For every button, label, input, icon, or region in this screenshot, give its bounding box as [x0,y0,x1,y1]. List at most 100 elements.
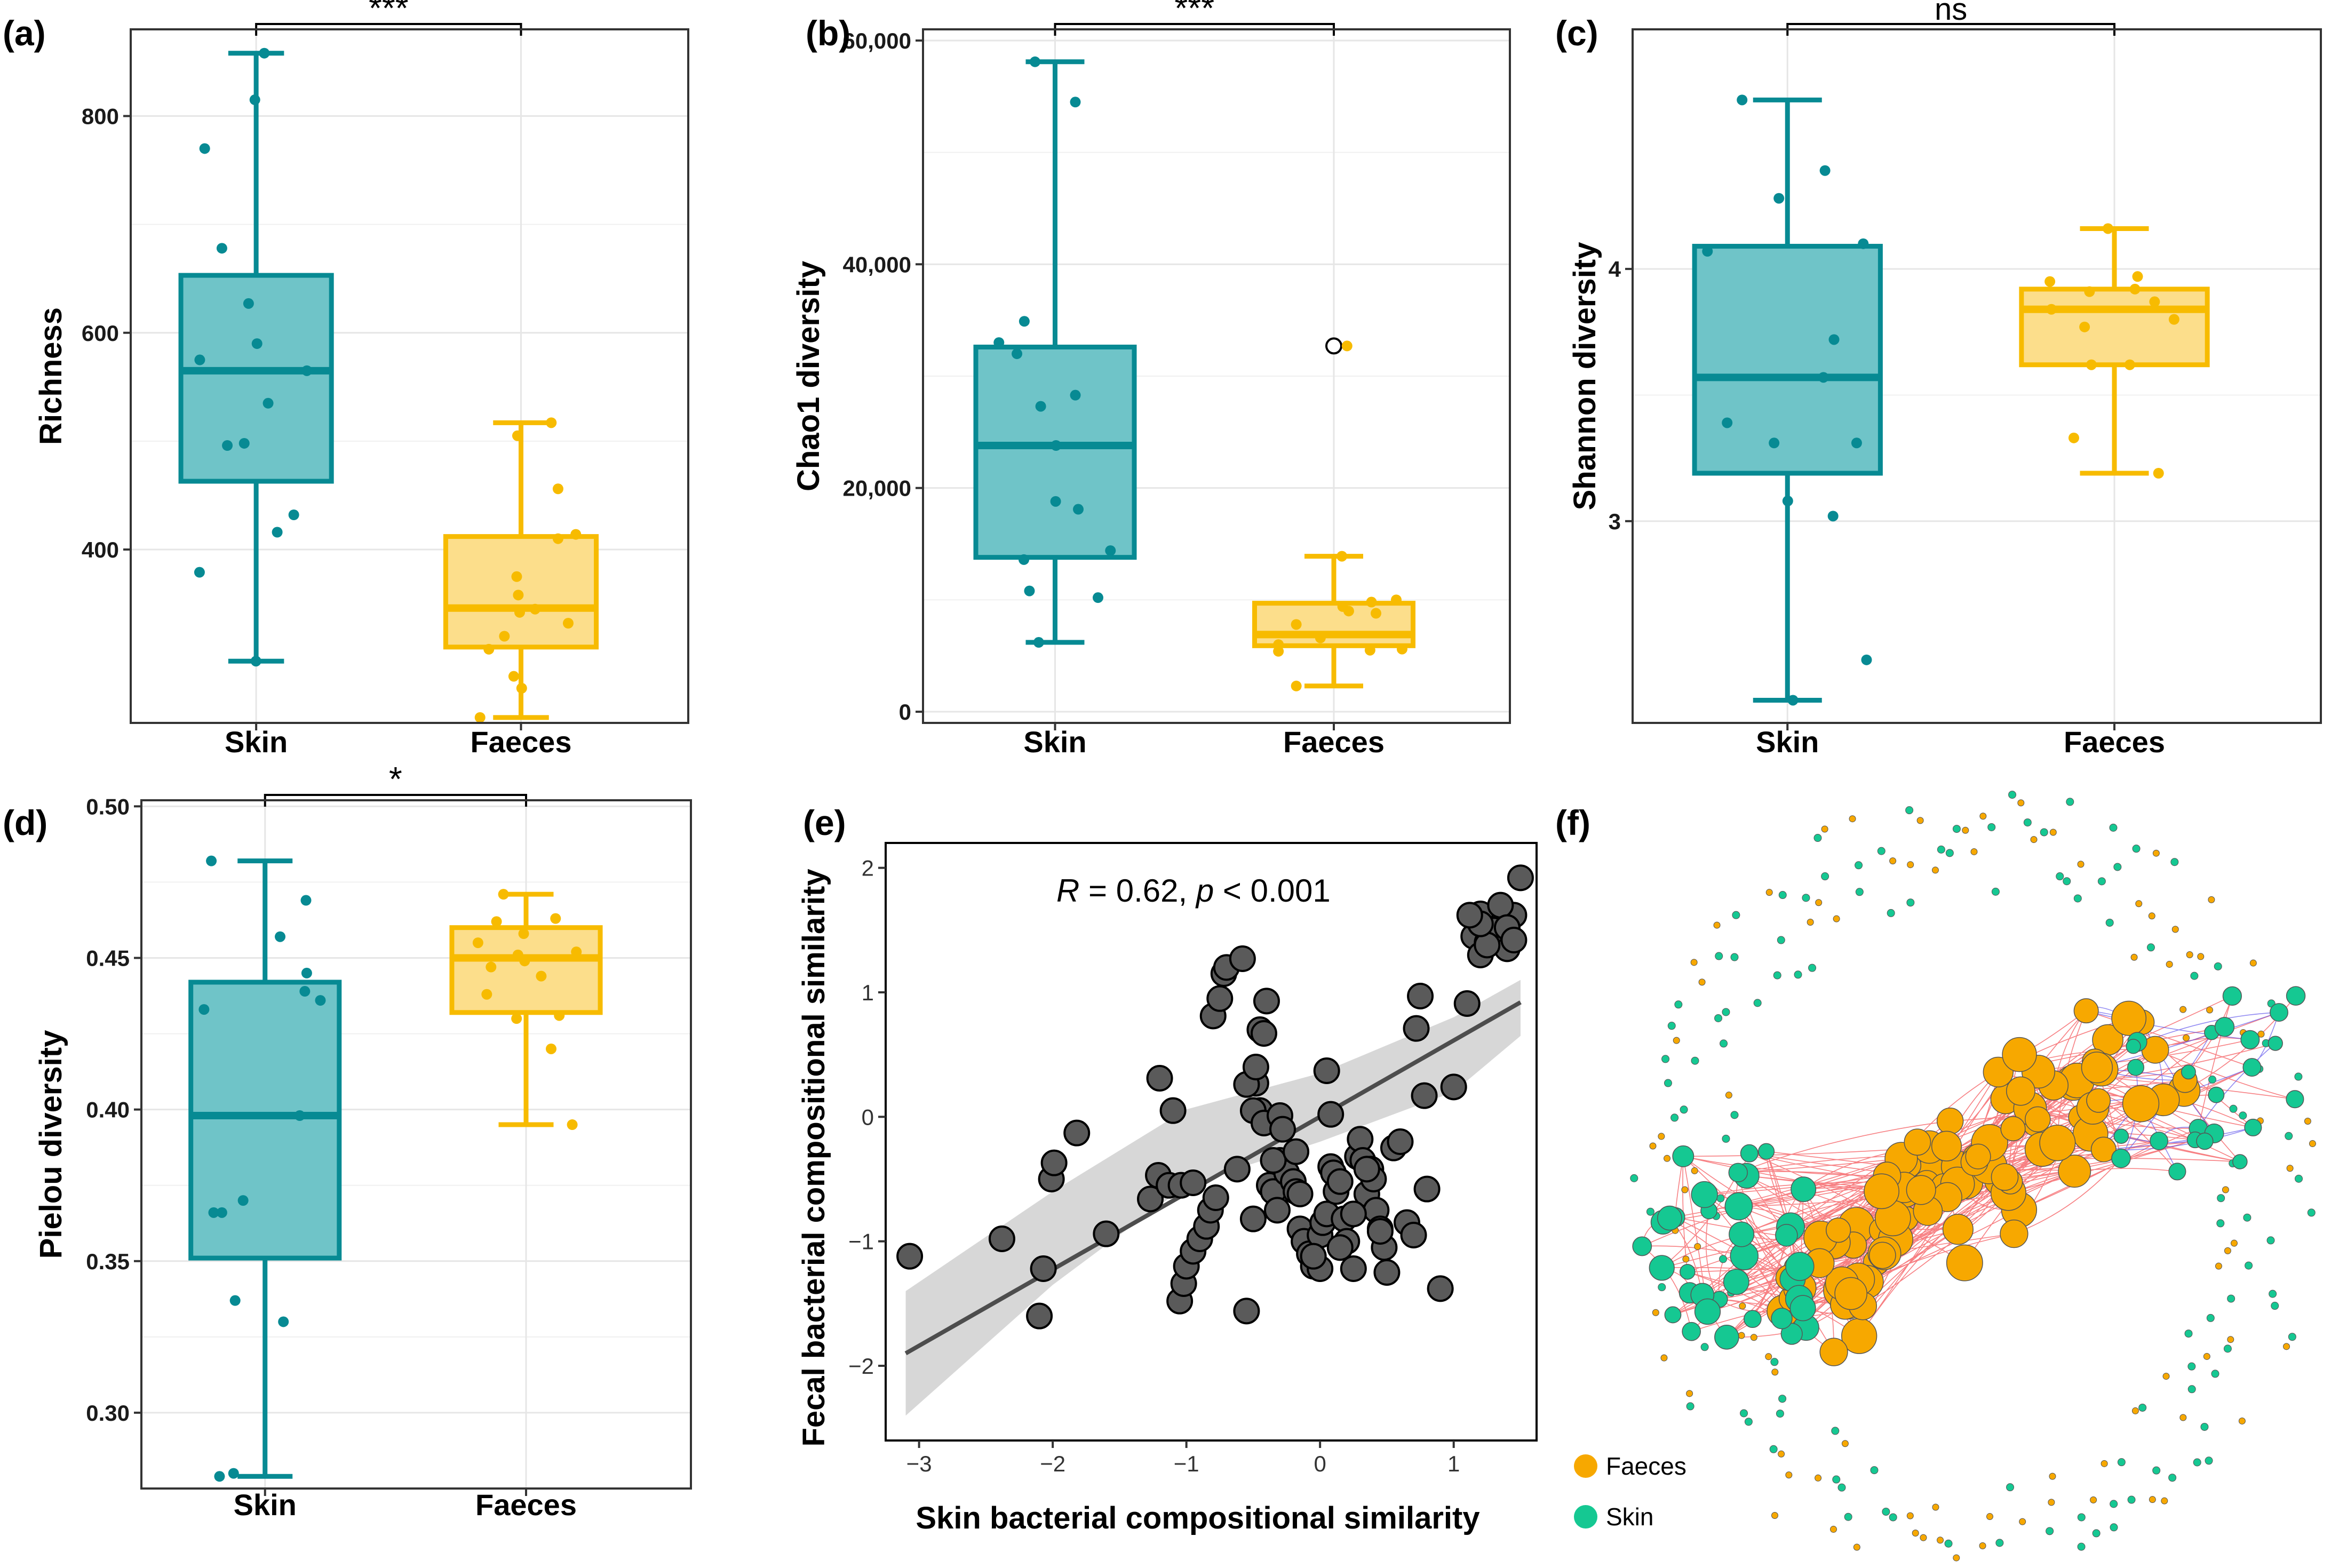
network-node-skin [2063,877,2071,886]
x-tick-label: 1 [1447,1451,1460,1476]
network-node-skin [1905,806,1914,815]
data-point [2149,296,2160,307]
network-node-faeces [1931,1131,1962,1161]
r-value: = 0.62, [1079,873,1196,909]
panel-label: (b) [806,13,850,53]
y-tick-label: 40,000 [843,252,911,277]
network-node-faeces [1819,1338,1848,1366]
data-point [199,143,210,154]
network-node-faeces [1673,1037,1680,1044]
network-node-faeces [2090,1496,2097,1503]
data-point [237,1195,249,1206]
data-point [486,961,497,973]
panel-b-chao1: *** 0 20,000 40,000 60,000 Skin Faeces Chao1 di… [791,0,1511,759]
network-node-faeces [2148,912,2155,920]
network-node-faeces [2283,1343,2290,1350]
data-point [249,94,260,106]
data-point [1029,56,1040,67]
network-node-skin [1691,1056,1699,1065]
network-node-faeces [1694,1243,1701,1251]
network-node-skin [1906,898,1915,907]
network-node-skin [2222,986,2242,1006]
x-axis-title: Skin bacterial compositional similarity [916,1501,1479,1535]
network-node-faeces [1932,1503,1939,1511]
network-node-skin [2268,1036,2283,1051]
data-point [1070,389,1081,401]
network-node-skin [2126,1039,2141,1054]
data-point [1819,165,1831,176]
network-node-skin [1722,1008,1730,1016]
scatter-point [1353,1156,1380,1183]
network-node-faeces [2086,1088,2111,1113]
data-point [1051,440,1062,451]
data-point [562,618,574,629]
network-node-skin [2168,1163,2186,1181]
y-axis-title: Chao1 diversity [791,261,826,491]
data-point [243,298,254,309]
data-point [1291,680,1302,691]
network-node-skin [1680,1264,1696,1280]
significance-label: ns [1935,0,1967,27]
network-node-skin [1714,1014,1723,1022]
network-node-skin [2196,1132,2214,1150]
panel-label: (f) [1555,803,1590,842]
network-node-faeces [1864,1173,1899,1209]
network-node-skin [2286,986,2306,1006]
network-node-skin [2008,791,2017,799]
network-node-skin [1771,1308,1793,1330]
scatter-point [1283,1138,1310,1165]
scatter-point [1313,1057,1340,1084]
data-point [1024,585,1035,596]
network-node-skin [1715,952,1723,960]
data-point [1364,644,1375,656]
network-node-faeces [2048,1499,2055,1506]
network-node-skin [1632,1236,1652,1256]
network-node-skin [2266,1236,2275,1245]
network-node-skin [2214,962,2222,970]
network-node-faeces [2073,998,2099,1024]
panel-a-richness: *** 400 600 800 Skin Faeces Richness (a) [3,0,689,759]
scatter-point [988,1225,1015,1252]
network-node-skin [2168,1474,2177,1482]
network-node-faeces [2227,1336,2234,1343]
network-node-faeces [1821,825,1828,833]
data-point [1818,372,1829,383]
data-point [1773,193,1785,204]
network-node-skin [2205,1456,2213,1465]
data-point [2168,314,2179,325]
network-node-skin [1791,1176,1817,1203]
network-node-faeces [1658,1133,1665,1140]
network-node-faeces [1906,1512,1914,1519]
box-skin [1692,244,1883,476]
scatter-point [1239,1205,1267,1232]
network-node-faeces [1681,1186,1689,1193]
network-node-skin [1740,1409,1748,1418]
network-node-faeces [2238,1417,2246,1424]
network-node-faeces [1912,1529,1919,1537]
x-tick-label: −2 [1040,1451,1065,1476]
data-point [1012,348,1023,360]
network-node-faeces [2058,1155,2091,1188]
data-point [1861,654,1872,665]
network-node-faeces [1739,1302,1746,1310]
network-node-skin [1802,894,1810,902]
network-node-faeces [1937,1537,1944,1544]
network-node-faeces [2304,1117,2311,1125]
scatter-point [1340,1255,1367,1282]
network-node-skin [2295,1174,2303,1183]
network-node-skin [2294,1072,2303,1081]
panel-border [130,28,689,724]
data-point [1092,592,1103,603]
network-node-skin [2244,1118,2262,1136]
network-node-faeces [1815,1474,1822,1482]
network-node-skin [2023,818,2032,827]
network-node-skin [1664,1306,1682,1324]
network-node-faeces [2122,1085,2160,1123]
network-node-skin [2040,828,2048,837]
data-point [2079,321,2090,332]
scatter-point [1326,1234,1354,1261]
network-node-skin [2092,1529,2101,1538]
scatter-point [1093,1220,1120,1247]
data-point [518,928,529,940]
network-node-skin [1661,1055,1670,1063]
